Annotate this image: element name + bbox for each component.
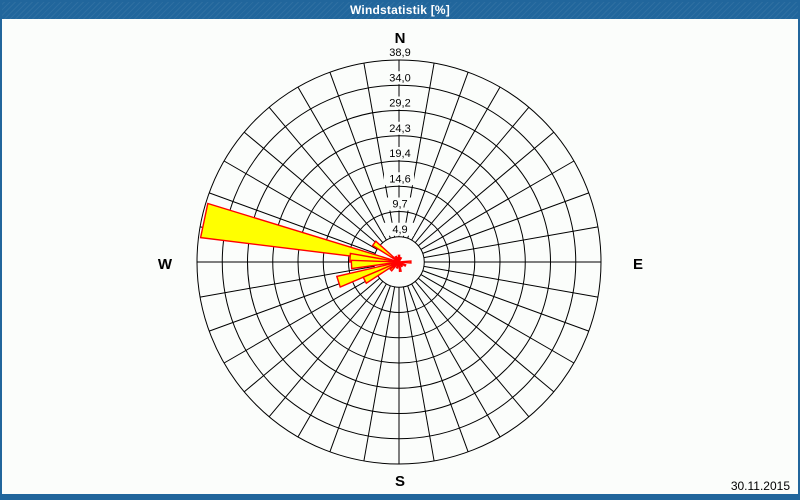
grid-spoke (297, 283, 387, 438)
grid-spoke (268, 280, 384, 418)
date-label: 30.11.2015 (730, 479, 790, 493)
wind-sector-wedge (398, 261, 407, 268)
grid-spoke (407, 285, 469, 452)
compass-label-w: W (158, 256, 173, 273)
wind-sector-wedge (371, 240, 400, 263)
grid-spoke (223, 274, 378, 364)
grid-spoke (329, 72, 391, 239)
compass-label-n: N (395, 30, 406, 47)
grid-spoke (411, 86, 501, 241)
grid-spoke (422, 192, 589, 254)
grid-spoke (407, 72, 469, 239)
ring-label: 4,9 (392, 224, 407, 236)
ring-label-backing (384, 46, 414, 59)
wind-sector-wedge (398, 261, 402, 273)
compass-label-e: E (633, 256, 643, 273)
grid-spoke (402, 286, 435, 461)
grid-spoke (420, 160, 575, 250)
grid-spoke (417, 131, 555, 247)
wind-sector-wedge (199, 202, 400, 263)
chart-title: Windstatistik [%] (350, 2, 450, 17)
ring-label-backing (384, 147, 414, 160)
grid-spoke (209, 192, 376, 254)
grid-spoke (411, 283, 501, 438)
wind-sector-wedge (350, 259, 400, 270)
ring-label: 34,0 (389, 72, 410, 84)
ring-label-backing (384, 197, 414, 211)
ring-label-backing (384, 172, 414, 186)
wind-sector-wedge (396, 256, 400, 263)
grid-spoke (420, 274, 575, 364)
title-bar: Windstatistik [%] (0, 0, 800, 19)
grid-spoke (297, 86, 387, 241)
ring-label-backing (384, 222, 414, 236)
ring-label: 9,7 (392, 199, 407, 211)
grid-spoke (414, 106, 530, 244)
ring-label-backing (384, 71, 414, 85)
grid-spoke (268, 106, 384, 244)
grid-spoke (329, 285, 391, 452)
grid-spoke (243, 131, 381, 247)
grid-spoke (243, 277, 381, 393)
ring-label: 24,3 (389, 123, 410, 135)
bottom-bar (0, 494, 800, 500)
grid-spoke (414, 280, 530, 418)
wind-sector-wedge (398, 260, 412, 264)
grid-spoke (423, 226, 598, 259)
grid-spoke (200, 265, 375, 298)
ring-label-backing (384, 121, 414, 135)
grid-spoke (422, 270, 589, 332)
grid-spoke (423, 265, 598, 298)
compass-label-s: S (395, 473, 405, 490)
ring-label-backing (384, 96, 414, 110)
ring-label: 14,6 (389, 173, 410, 185)
ring-label: 38,9 (389, 47, 410, 59)
grid-spoke (417, 277, 555, 393)
grid-spoke (223, 160, 378, 250)
wind-sector-wedge (389, 261, 400, 272)
grid-spoke (363, 286, 396, 461)
wind-sector-wedge (362, 261, 400, 285)
ring-label: 19,4 (389, 148, 410, 160)
ring-label: 29,2 (389, 98, 410, 110)
